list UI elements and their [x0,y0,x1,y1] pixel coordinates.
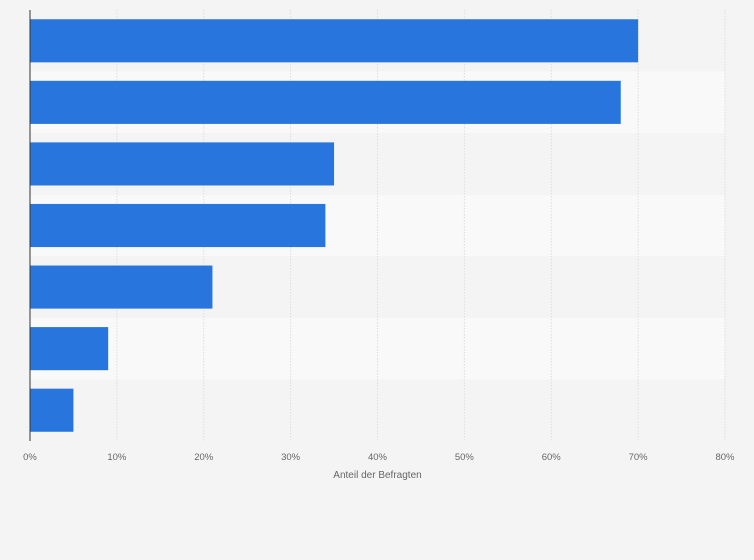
bar[interactable] [30,265,213,309]
bar[interactable] [30,388,74,432]
x-tick-label: 10% [107,452,127,463]
x-tick-label: 50% [455,452,475,463]
x-tick-label: 30% [281,452,301,463]
x-tick-label: 80% [715,452,735,463]
bar[interactable] [30,19,639,63]
x-tick-label: 0% [23,452,37,463]
bar[interactable] [30,203,326,248]
x-tick-label: 20% [194,452,214,463]
bar[interactable] [30,142,335,186]
x-tick-label: 60% [542,452,562,463]
bar[interactable] [30,80,621,124]
x-axis-ticks: 0% 10% 20% 30% 40% 50% 60% 70% 80% [23,452,735,463]
x-tick-label: 70% [629,452,649,463]
x-tick-label: 40% [368,452,388,463]
bars [30,19,639,432]
bar[interactable] [30,327,109,371]
x-axis-title: Anteil der Befragten [333,470,421,481]
